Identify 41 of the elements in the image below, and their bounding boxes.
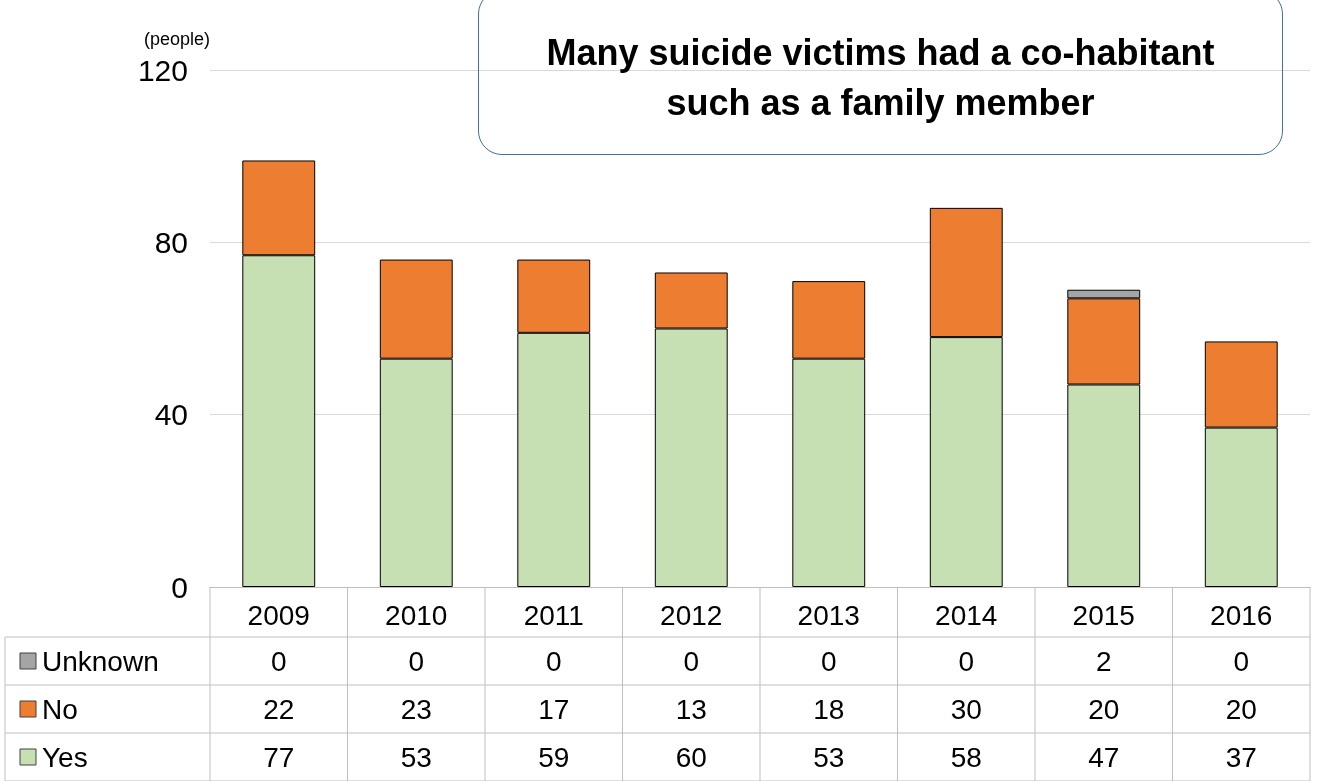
- x-tick-label: 2013: [797, 599, 860, 631]
- data-label: 37: [1225, 741, 1257, 773]
- data-label: 2: [1095, 645, 1112, 677]
- x-tick-label: 2016: [1210, 599, 1273, 631]
- data-label: 0: [820, 645, 837, 677]
- y-tick-label: 80: [154, 225, 188, 259]
- x-tick-label: 2014: [935, 599, 998, 631]
- data-label: 77: [263, 741, 295, 773]
- data-label: 17: [538, 693, 570, 725]
- x-tick-label: 2012: [660, 599, 723, 631]
- y-axis-title: (people): [143, 29, 210, 49]
- data-label: 53: [813, 741, 845, 773]
- legend-label: Yes: [42, 741, 88, 773]
- y-tick-label: 120: [137, 53, 188, 87]
- data-label: 22: [263, 693, 295, 725]
- data-label: 18: [813, 693, 845, 725]
- x-tick-label: 2011: [523, 599, 584, 631]
- data-label: 47: [1088, 741, 1120, 773]
- legend-label: No: [42, 693, 78, 725]
- data-label: 0: [958, 645, 975, 677]
- data-label: 20: [1225, 693, 1257, 725]
- x-tick-label: 2010: [385, 599, 448, 631]
- legend-label: Unknown: [42, 645, 159, 677]
- data-label: 0: [545, 645, 562, 677]
- data-label: 59: [538, 741, 570, 773]
- data-label: 30: [950, 693, 982, 725]
- x-tick-label: 2009: [247, 599, 310, 631]
- data-label: 0: [270, 645, 287, 677]
- data-label: 23: [400, 693, 432, 725]
- data-label: 13: [675, 693, 707, 725]
- data-label: 60: [675, 741, 707, 773]
- y-tick-label: 40: [154, 398, 188, 432]
- y-tick-label: 0: [171, 570, 188, 604]
- x-tick-label: 2015: [1072, 599, 1135, 631]
- data-label: 0: [683, 645, 700, 677]
- data-label: 0: [408, 645, 425, 677]
- data-label: 20: [1088, 693, 1120, 725]
- data-label: 53: [400, 741, 432, 773]
- annotation: Many suicide victims had a co-habitant such as a family member: [545, 30, 1216, 125]
- data-label: 0: [1233, 645, 1250, 677]
- data-label: 58: [950, 741, 982, 773]
